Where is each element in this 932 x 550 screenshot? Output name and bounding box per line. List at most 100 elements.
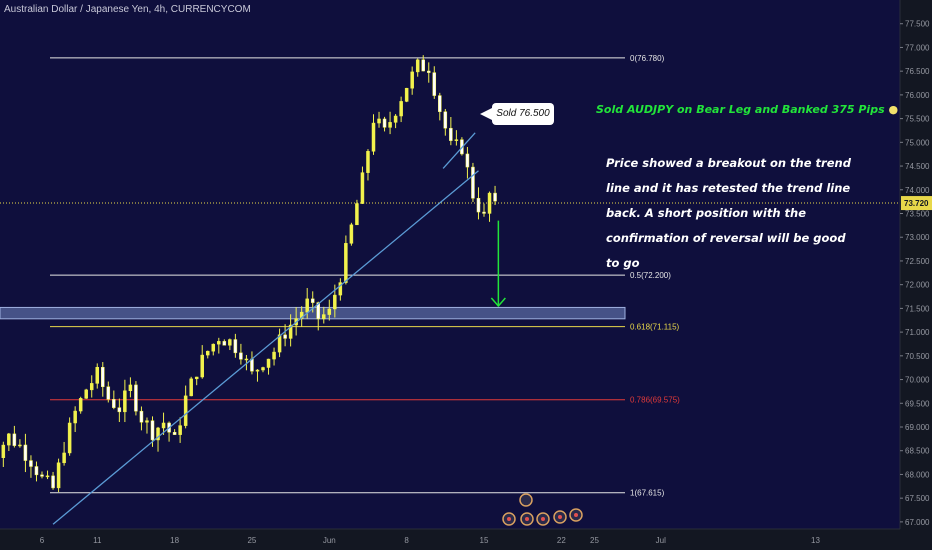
- fib-level-label: 0(76.780): [630, 54, 665, 63]
- time-tick-label: 25: [590, 536, 599, 545]
- candle-body: [454, 139, 459, 141]
- candle-body: [106, 386, 111, 400]
- candle-body: [410, 71, 414, 89]
- price-tick-label: 67.500: [905, 494, 930, 503]
- bear-leg-line: [442, 132, 476, 169]
- candle-body: [255, 369, 260, 372]
- candle-body: [482, 211, 486, 214]
- price-tick-label: 76.000: [905, 91, 930, 100]
- candle-body: [123, 390, 127, 413]
- time-tick-label: 22: [557, 536, 566, 545]
- sold-note: Sold AUDJPY on Bear Leg and Banked 375 P…: [596, 103, 898, 116]
- price-tick-label: 74.000: [905, 186, 930, 195]
- candle-body: [211, 343, 216, 352]
- candle-body: [40, 474, 44, 477]
- candle-body: [283, 334, 287, 339]
- price-tick-label: 77.000: [905, 43, 930, 52]
- chart-header: Australian Dollar / Japanese Yen, 4h, CU…: [4, 4, 251, 15]
- candle-body: [261, 367, 265, 371]
- price-tick-label: 74.500: [905, 162, 930, 171]
- candle-body: [128, 384, 133, 392]
- candle-body: [322, 314, 326, 320]
- time-tick-label: 13: [811, 536, 820, 545]
- candle-body: [272, 351, 276, 360]
- candle-body: [438, 95, 442, 112]
- candle-body: [432, 72, 437, 96]
- candle-body: [1, 444, 6, 458]
- price-tick-label: 69.500: [905, 399, 930, 408]
- candle-body: [277, 334, 282, 353]
- candle-body: [95, 366, 99, 384]
- candle-body: [18, 444, 22, 447]
- candle-body: [117, 407, 122, 413]
- price-tick-label: 73.500: [905, 209, 930, 218]
- candle-body: [7, 433, 11, 446]
- price-tick-label: 71.500: [905, 304, 930, 313]
- analysis-note: Price showed a breakout on the trend lin…: [606, 156, 851, 270]
- price-tick-label: 68.500: [905, 447, 930, 456]
- time-tick-label: 18: [170, 536, 179, 545]
- candle-body: [421, 59, 425, 72]
- candle-body: [156, 427, 160, 441]
- sold-callout: Sold 76.500: [480, 103, 554, 125]
- flag-event-icon: [519, 493, 533, 507]
- price-tick-label: 67.000: [905, 518, 930, 527]
- candle-body: [206, 350, 210, 356]
- time-tick-label: 8: [404, 536, 409, 545]
- candle-body: [465, 153, 470, 168]
- candle-body: [399, 101, 403, 117]
- candle-body: [239, 352, 243, 360]
- candle-body: [244, 358, 249, 361]
- candle-body: [62, 452, 66, 464]
- price-tick-label: 71.000: [905, 328, 930, 337]
- candle-body: [67, 422, 72, 454]
- candle-body: [34, 466, 39, 476]
- candle-body: [299, 311, 304, 319]
- candle-body: [78, 398, 83, 412]
- candle-body: [404, 87, 409, 102]
- candle-body: [150, 420, 155, 441]
- candle-body: [355, 203, 359, 226]
- candle-body: [161, 422, 166, 429]
- candle-body: [23, 444, 28, 461]
- time-tick-label: Jun: [323, 536, 336, 545]
- price-tick-label: 70.500: [905, 352, 930, 361]
- price-tick-label: 68.000: [905, 470, 930, 479]
- candle-body: [189, 378, 193, 397]
- candle-body: [338, 282, 343, 296]
- candle-body: [305, 298, 309, 313]
- event-icon-dot: [558, 515, 562, 519]
- price-axis: [900, 0, 932, 550]
- candle-body: [288, 324, 293, 339]
- candle-body: [89, 383, 94, 391]
- candle-body: [45, 475, 50, 478]
- candle-body: [393, 115, 398, 123]
- candle-body: [487, 192, 492, 214]
- candle-body: [266, 358, 271, 368]
- candle-body: [178, 425, 182, 435]
- candle-body: [139, 410, 144, 423]
- candle-body: [112, 399, 116, 408]
- candle-body: [194, 376, 199, 380]
- candle-body: [471, 166, 475, 199]
- price-tick-label: 73.000: [905, 233, 930, 242]
- current-price-label: 73.720: [904, 199, 929, 208]
- candle-body: [134, 384, 138, 412]
- candle-body: [250, 358, 254, 372]
- candle-body: [217, 341, 221, 345]
- candle-body: [200, 354, 204, 378]
- time-tick-label: 6: [40, 536, 45, 545]
- candle-body: [327, 308, 332, 315]
- candle-body: [493, 192, 497, 202]
- candle-body: [73, 410, 77, 424]
- candle-body: [344, 243, 348, 283]
- candle-body: [183, 395, 188, 426]
- candle-body: [233, 339, 238, 354]
- price-tick-label: 69.000: [905, 423, 930, 432]
- price-tick-label: 76.500: [905, 67, 930, 76]
- candle-body: [371, 122, 376, 152]
- fib-level-label: 0.618(71.115): [630, 323, 680, 332]
- candle-body: [360, 172, 365, 204]
